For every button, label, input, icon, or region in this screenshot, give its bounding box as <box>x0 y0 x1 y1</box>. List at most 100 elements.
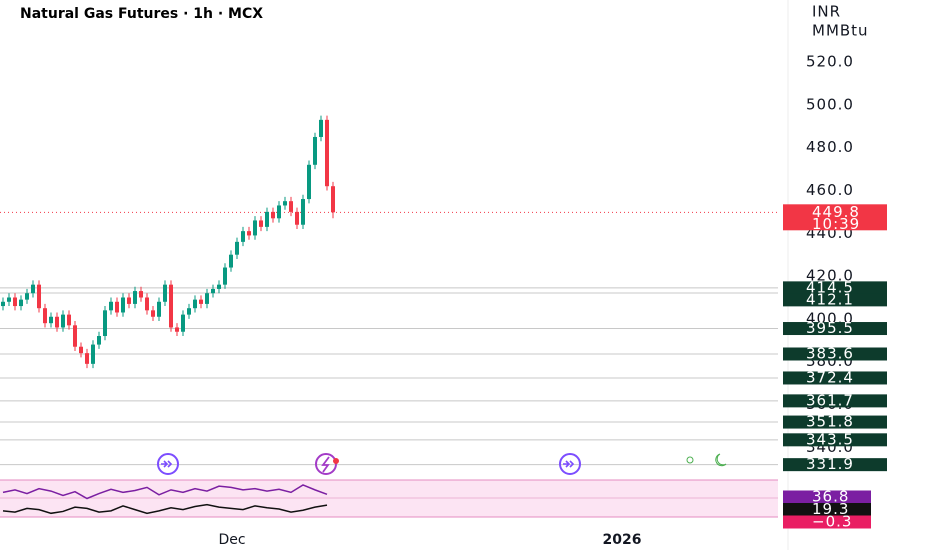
level-label: 351.8 <box>806 413 854 431</box>
candle-body <box>133 291 137 304</box>
candle-body <box>169 284 173 328</box>
y-tick-label: 460.0 <box>806 181 854 199</box>
level-label-bg <box>783 394 887 408</box>
level-label-bg <box>783 371 887 385</box>
candle-body <box>187 308 191 315</box>
chart-title: Natural Gas Futures · 1h · MCX <box>20 6 263 22</box>
candle-body <box>319 119 323 137</box>
candle-body <box>259 220 263 227</box>
candle-body <box>205 293 209 304</box>
candle-body <box>103 310 107 337</box>
candle-body <box>217 284 221 289</box>
countdown: 10:39 <box>812 215 860 233</box>
candle-body <box>229 254 233 268</box>
candle-body <box>301 199 305 225</box>
candle-body <box>331 186 335 213</box>
candle-body <box>295 211 299 225</box>
indicator-label-bg <box>783 515 871 529</box>
x-tick-label: Dec <box>218 532 245 548</box>
session-icon[interactable] <box>686 453 727 467</box>
candle-body <box>13 297 17 307</box>
candle-body <box>19 299 23 307</box>
level-label-bg <box>783 415 887 429</box>
candle-body <box>61 314 65 328</box>
candle-body <box>49 316 53 324</box>
candle-body <box>67 314 71 326</box>
indicator-label: 19.3 <box>812 500 849 518</box>
candle-body <box>325 119 329 187</box>
candle-body <box>253 220 257 236</box>
candle-body <box>121 297 125 313</box>
candle-body <box>163 284 167 302</box>
event-icon[interactable] <box>315 453 339 475</box>
candle-body <box>55 316 59 328</box>
level-label: 395.5 <box>806 319 854 337</box>
last-price-bg <box>783 204 887 231</box>
indicator-label: 36.8 <box>812 488 849 506</box>
level-label: 361.7 <box>806 391 854 409</box>
candle-body <box>307 164 311 200</box>
indicator-label-bg <box>783 490 871 504</box>
y-tick-label: 420.0 <box>806 267 854 285</box>
level-label-bg <box>783 322 887 336</box>
candle-body <box>193 299 197 309</box>
indicator-label-bg <box>783 503 871 516</box>
candle-body <box>199 299 203 304</box>
candle-body <box>25 293 29 300</box>
level-label: 412.1 <box>806 290 854 308</box>
level-label-bg <box>783 458 887 472</box>
level-label: 414.5 <box>806 278 854 296</box>
unit: MMBtu <box>812 22 869 40</box>
level-label-bg <box>783 347 887 361</box>
candle-body <box>283 201 287 206</box>
candle-body <box>73 325 77 347</box>
candle-body <box>7 297 11 302</box>
candle-body <box>139 291 143 298</box>
candle-body <box>175 327 179 332</box>
candle-body <box>31 284 35 294</box>
candle-body <box>265 211 269 227</box>
candle-body <box>151 310 155 317</box>
candle-body <box>37 284 41 309</box>
candle-body <box>109 301 113 311</box>
candle-body <box>145 297 149 311</box>
level-label-bg <box>783 281 887 295</box>
event-icon[interactable] <box>559 453 581 475</box>
candle-body <box>157 301 161 317</box>
x-tick-label: 2026 <box>603 532 642 548</box>
indicator-pane <box>0 480 778 517</box>
candle-body <box>223 267 227 285</box>
candle-body <box>241 231 245 242</box>
candle-body <box>127 297 131 304</box>
level-label: 331.9 <box>806 455 854 473</box>
currency: INR <box>812 3 841 21</box>
level-label-bg <box>783 293 887 307</box>
indicator-line <box>2 484 328 500</box>
y-tick-label: 520.0 <box>806 53 854 71</box>
candle-body <box>43 308 47 324</box>
candle-body <box>85 353 89 364</box>
y-tick-label: 480.0 <box>806 138 854 156</box>
level-label: 372.4 <box>806 368 854 386</box>
candle-body <box>235 241 239 255</box>
candle-body <box>211 288 215 294</box>
candle-body <box>247 231 251 236</box>
candle-body <box>313 136 317 165</box>
level-label: 343.5 <box>806 430 854 448</box>
level-label-bg <box>783 433 887 447</box>
candle-body <box>289 201 293 212</box>
candle-body <box>97 336 101 345</box>
candle-body <box>181 314 185 332</box>
candle-body <box>271 211 275 219</box>
y-tick-label: 500.0 <box>806 95 854 113</box>
indicator-line <box>2 503 328 515</box>
level-label: 383.6 <box>806 344 854 362</box>
last-price-label: 449.8 <box>812 203 860 221</box>
candle-body <box>115 301 119 313</box>
indicator-label: −0.3 <box>812 513 852 531</box>
event-icon[interactable] <box>157 453 179 475</box>
candle-body <box>277 205 281 219</box>
candle-body <box>1 301 5 307</box>
candle-body <box>91 344 95 364</box>
